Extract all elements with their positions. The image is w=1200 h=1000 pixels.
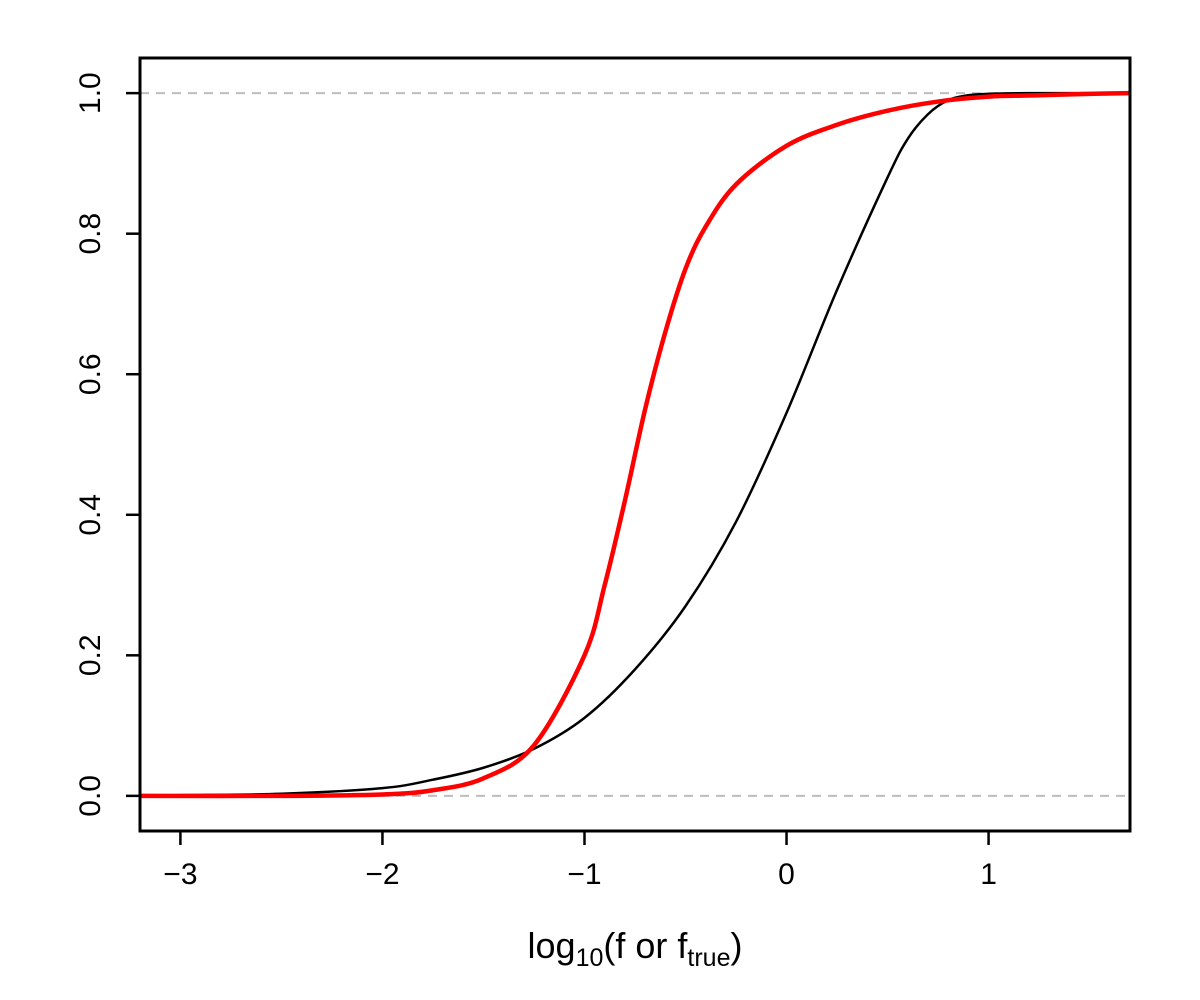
y-axis: 0.0 0.2 0.4 0.6 0.8 1.0 bbox=[74, 72, 140, 817]
x-axis-title-subscript: 10 bbox=[576, 944, 604, 972]
y-tick-label: 1.0 bbox=[74, 72, 107, 114]
series-line-0 bbox=[140, 91, 1130, 798]
x-tick-label: −1 bbox=[567, 858, 601, 891]
x-axis: −3 −2 −1 0 1 bbox=[163, 831, 997, 891]
y-tick-label: 0.8 bbox=[74, 213, 107, 255]
x-tick-label: 1 bbox=[980, 858, 997, 891]
x-axis-title: log10(f or ftrue) bbox=[528, 925, 743, 972]
y-tick-label: 0.0 bbox=[74, 775, 107, 817]
series-line-1 bbox=[140, 90, 1130, 799]
y-tick-label: 0.6 bbox=[74, 353, 107, 395]
x-axis-title-text: (f or f bbox=[603, 925, 688, 966]
y-tick-label: 0.2 bbox=[74, 634, 107, 676]
x-axis-title-text: ) bbox=[730, 925, 742, 966]
x-tick-label: −2 bbox=[365, 858, 399, 891]
x-tick-label: 0 bbox=[778, 858, 795, 891]
x-tick-label: −3 bbox=[163, 858, 197, 891]
x-axis-title-text: log bbox=[528, 925, 576, 966]
series-group bbox=[140, 90, 1130, 799]
x-axis-title-subscript: true bbox=[687, 944, 730, 972]
y-tick-label: 0.4 bbox=[74, 494, 107, 536]
plot-frame bbox=[138, 56, 1132, 833]
